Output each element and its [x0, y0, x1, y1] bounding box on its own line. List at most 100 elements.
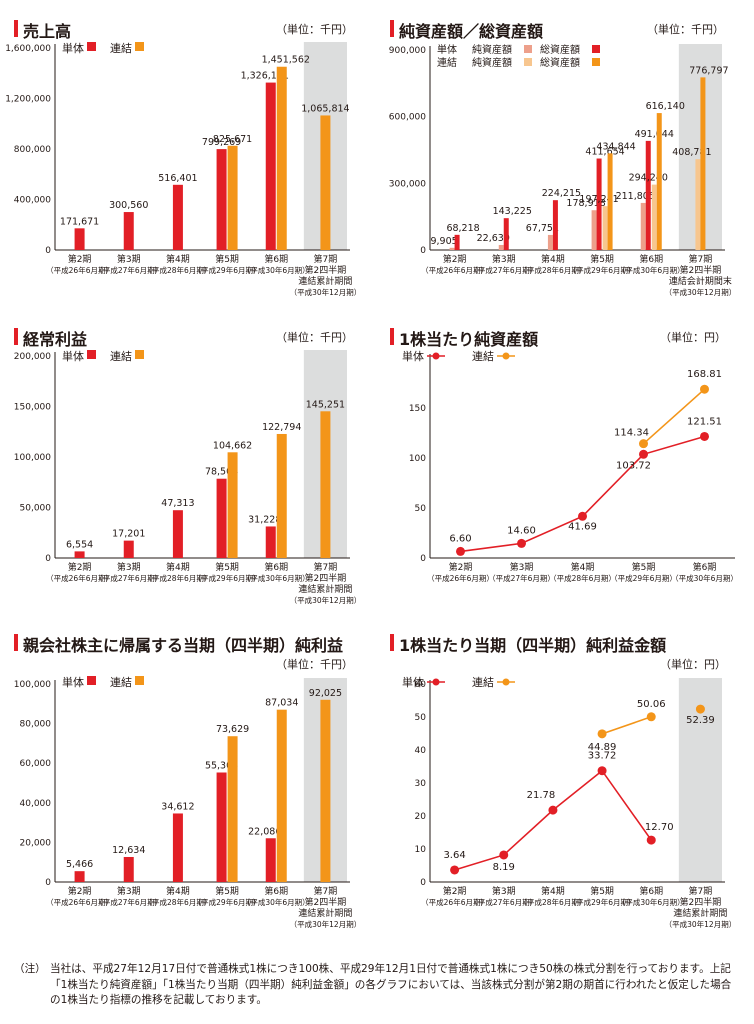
assets-xtick: （平成30年6月期）	[618, 265, 685, 275]
assets-xtick: 第6期	[639, 253, 663, 265]
bps-title: 1株当たり純資産額	[390, 326, 538, 350]
ordinary-ytick: 200,000	[14, 352, 51, 362]
assets-data-label: 411,654	[585, 147, 624, 158]
bps-point	[456, 546, 465, 556]
sales-unit: （単位：千円）	[276, 23, 353, 36]
ordinary-data-label: 122,794	[262, 422, 301, 433]
footnote-text: 当社は、平成27年12月17日付で普通株式1株につき100株、平成29年12月1…	[50, 963, 732, 1006]
eps-xtick: （平成27年6月期）	[470, 897, 537, 907]
eps-point	[646, 835, 656, 845]
bps-xtick: （平成27年6月期）	[488, 573, 555, 583]
ordinary-xtick: （平成26年6月期）	[46, 573, 113, 583]
ordinary-xtick: 第2四半期	[305, 572, 347, 584]
bps-xtick: （平成28年6月期）	[549, 573, 616, 583]
netincome-legend-ren-label: 連結	[110, 675, 132, 689]
netincome-xtick: 第5期	[215, 885, 239, 897]
netincome-xtick: 第2四半期	[305, 896, 347, 908]
sales-xtick: （平成29年6月期）	[194, 265, 261, 275]
ordinary-data-label: 6,554	[66, 539, 93, 550]
sales-ytick: 400,000	[14, 196, 51, 206]
eps-xtick: （平成26年6月期）	[421, 897, 488, 907]
eps-point	[450, 865, 460, 875]
bps-data-label: 6.60	[449, 533, 471, 544]
assets-xtick: 第7期	[689, 253, 713, 265]
ordinary-xtick: 第2期	[68, 561, 92, 573]
ordinary-xtick: （平成29年6月期）	[194, 573, 261, 583]
assets-legend-ren-label: 連結	[437, 56, 457, 69]
assets-bar	[602, 206, 608, 250]
assets-legend-ren-net: 純資産額	[472, 56, 512, 69]
assets-bar	[449, 247, 455, 250]
netincome-data-label: 12,634	[112, 845, 145, 856]
assets-bar	[607, 153, 613, 250]
netincome-xtick: 第2期	[68, 885, 92, 897]
netincome-data-label: 5,466	[66, 859, 93, 870]
ordinary-legend-tan-label: 単体	[62, 349, 84, 363]
sales-xtick: （平成27年6月期）	[95, 265, 162, 275]
eps-data-label: 33.72	[588, 751, 617, 762]
bps-legend-tan-marker	[432, 352, 440, 360]
netincome-xtick: 第4期	[166, 885, 190, 897]
ordinary-ytick: 100,000	[14, 453, 51, 463]
sales-legend-tan-label: 単体	[62, 41, 84, 55]
assets-legend-tan-label: 単体	[437, 43, 457, 56]
sales-bar	[123, 212, 134, 250]
sales-legend-ren-label: 連結	[110, 41, 132, 55]
netincome-data-label: 73,629	[216, 724, 249, 735]
netincome-chart: 100,000 80,000 60,000 40,000 20,000 0 5,466 12,…	[14, 675, 361, 929]
eps-xtick: （平成29年6月期）	[569, 897, 636, 907]
ordinary-legend-ren-swatch	[135, 350, 144, 359]
bps-xtick: 第5期	[632, 561, 656, 573]
bps-xtick: （平成29年6月期）	[610, 573, 677, 583]
sales-data-label: 171,671	[60, 216, 99, 227]
eps-ytick: 50	[415, 713, 427, 723]
bps-point	[578, 511, 587, 521]
eps-series-line	[454, 769, 652, 871]
sales-ytick: 1,200,000	[5, 95, 51, 105]
eps-xtick: （平成30年6月期）	[618, 897, 685, 907]
ordinary-legend-ren-label: 連結	[110, 349, 132, 363]
eps-legend-tan-marker	[432, 678, 440, 686]
ordinary-bar	[172, 510, 183, 558]
sales-bar	[172, 184, 183, 250]
bps-data-label: 14.60	[507, 525, 536, 536]
netincome-bar	[227, 736, 238, 882]
sales-legend-ren-swatch	[135, 42, 144, 51]
bps-legend-ren-label: 連結	[472, 349, 494, 363]
eps-chart: 60 50 40 30 20 10 0 3.64 8.19 21.78 33.72 12.70 44.8…	[402, 675, 737, 929]
eps-ytick: 40	[415, 746, 427, 756]
sales-bar	[320, 115, 331, 250]
bps-series-line	[642, 388, 706, 445]
netincome-bar	[74, 871, 85, 882]
assets-bar	[498, 244, 504, 250]
eps-xtick: （平成30年12月期）	[665, 919, 737, 929]
ordinary-data-label: 47,313	[161, 498, 194, 509]
ordinary-xtick: （平成27年6月期）	[95, 573, 162, 583]
bps-ytick: 0	[420, 554, 426, 564]
netincome-ytick: 20,000	[20, 838, 52, 848]
sales-legend-tan-swatch	[87, 42, 96, 51]
bps-point	[700, 431, 709, 441]
netincome-data-label: 22,086	[248, 826, 281, 837]
bps-ytick: 100	[409, 454, 426, 464]
assets-xtick: 連結会計期間末	[669, 275, 732, 287]
assets-legend-ren-total-swatch	[592, 58, 600, 66]
assets-data-label: 616,140	[646, 101, 685, 112]
eps-xtick: （平成28年6月期）	[520, 897, 587, 907]
assets-unit: （単位：千円）	[647, 23, 724, 36]
sales-xtick: 連結累計期間	[298, 275, 352, 287]
sales-chart: 1,600,000 1,200,000 800,000 400,000 0 171,671…	[5, 41, 361, 297]
bps-xtick: （平成26年6月期）	[427, 573, 494, 583]
ordinary-xtick: 第5期	[215, 561, 239, 573]
assets-bar	[651, 184, 657, 250]
ordinary-ytick: 50,000	[20, 504, 52, 514]
assets-xtick: （平成27年6月期）	[470, 265, 537, 275]
sales-xtick: 第7期	[314, 253, 338, 265]
assets-data-label: 143,225	[493, 206, 532, 217]
ordinary-unit: （単位：千円）	[276, 331, 353, 344]
netincome-bar	[265, 838, 276, 882]
eps-data-label: 12.70	[645, 822, 674, 833]
bps-xtick: 第3期	[510, 561, 534, 573]
netincome-bar	[320, 699, 331, 882]
